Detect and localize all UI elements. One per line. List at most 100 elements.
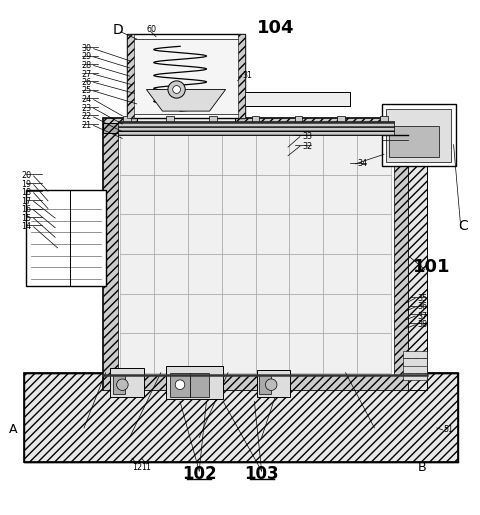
Bar [209, 116, 216, 133]
Bar [154, 135, 188, 175]
Bar [103, 219, 106, 258]
Bar [324, 135, 357, 175]
Bar [245, 92, 350, 106]
Bar [324, 254, 357, 294]
Bar [357, 214, 391, 254]
Bar [389, 126, 439, 157]
Bar [255, 135, 289, 175]
Text: 103: 103 [244, 466, 279, 484]
Bar [222, 254, 255, 294]
Text: B: B [418, 461, 427, 474]
Bar [289, 333, 324, 373]
Bar [222, 175, 255, 214]
Text: 35: 35 [418, 294, 428, 303]
Bar [324, 333, 357, 373]
Text: 12: 12 [132, 463, 142, 472]
Bar [259, 375, 271, 394]
Text: 37: 37 [418, 312, 428, 320]
Polygon shape [146, 90, 226, 111]
Bar [188, 294, 222, 333]
Bar [188, 135, 222, 175]
Bar [255, 254, 289, 294]
Bar [24, 373, 458, 461]
Bar [408, 104, 427, 389]
Circle shape [265, 379, 277, 390]
Text: 17: 17 [21, 197, 31, 206]
Bar [222, 214, 255, 254]
Bar [252, 116, 259, 133]
Bar [26, 191, 106, 286]
Text: 20: 20 [21, 171, 31, 180]
Bar [324, 214, 357, 254]
Text: 38: 38 [418, 320, 428, 329]
Text: 23: 23 [81, 104, 91, 113]
Text: 21: 21 [81, 121, 91, 130]
Text: 26: 26 [81, 78, 91, 87]
Bar [222, 294, 255, 333]
Bar [154, 294, 188, 333]
Bar [103, 375, 408, 389]
Text: D: D [112, 23, 123, 37]
Bar [132, 39, 240, 113]
Bar [127, 35, 134, 118]
Bar [324, 294, 357, 333]
Bar [166, 366, 223, 399]
Bar [357, 175, 391, 214]
Bar [403, 366, 427, 373]
Bar [103, 118, 408, 389]
Bar [120, 294, 154, 333]
Bar [357, 294, 391, 333]
Text: 14: 14 [21, 222, 31, 231]
Text: 15: 15 [21, 214, 31, 222]
Bar [188, 333, 222, 373]
Bar [222, 333, 255, 373]
Bar [380, 116, 388, 133]
Bar [255, 214, 289, 254]
Text: 34: 34 [358, 160, 368, 168]
Text: 31: 31 [242, 71, 252, 80]
Bar [188, 214, 222, 254]
Text: 29: 29 [81, 53, 91, 61]
Bar [289, 175, 324, 214]
Text: 36: 36 [418, 302, 428, 312]
Text: 102: 102 [182, 466, 216, 484]
Bar [289, 214, 324, 254]
Bar [324, 175, 357, 214]
Bar [154, 175, 188, 214]
Circle shape [175, 380, 185, 389]
Bar [190, 373, 209, 397]
Bar [403, 351, 427, 358]
Bar [103, 123, 408, 133]
Text: 19: 19 [21, 180, 31, 189]
Circle shape [168, 81, 185, 98]
Bar [255, 175, 289, 214]
Bar [103, 118, 408, 133]
Bar [357, 254, 391, 294]
Text: 32: 32 [302, 142, 312, 151]
Text: A: A [9, 423, 18, 436]
Text: 30: 30 [81, 44, 91, 53]
Bar [386, 109, 451, 162]
Text: 28: 28 [81, 61, 91, 70]
Bar [188, 175, 222, 214]
Bar [154, 333, 188, 373]
Bar [120, 175, 154, 214]
Text: 104: 104 [257, 19, 295, 37]
Text: 51: 51 [444, 425, 454, 434]
Bar [120, 214, 154, 254]
Circle shape [117, 379, 128, 390]
Text: 18: 18 [21, 188, 31, 197]
Bar [257, 370, 290, 397]
Bar [289, 135, 324, 175]
Text: 101: 101 [413, 258, 451, 276]
Bar [166, 116, 174, 133]
Bar [403, 358, 427, 366]
Bar [24, 373, 458, 461]
Text: 25: 25 [81, 87, 91, 95]
Bar [103, 118, 118, 389]
Bar [154, 214, 188, 254]
Bar [403, 373, 427, 380]
Text: 16: 16 [21, 205, 31, 214]
Text: C: C [458, 219, 468, 233]
Bar [127, 35, 245, 118]
